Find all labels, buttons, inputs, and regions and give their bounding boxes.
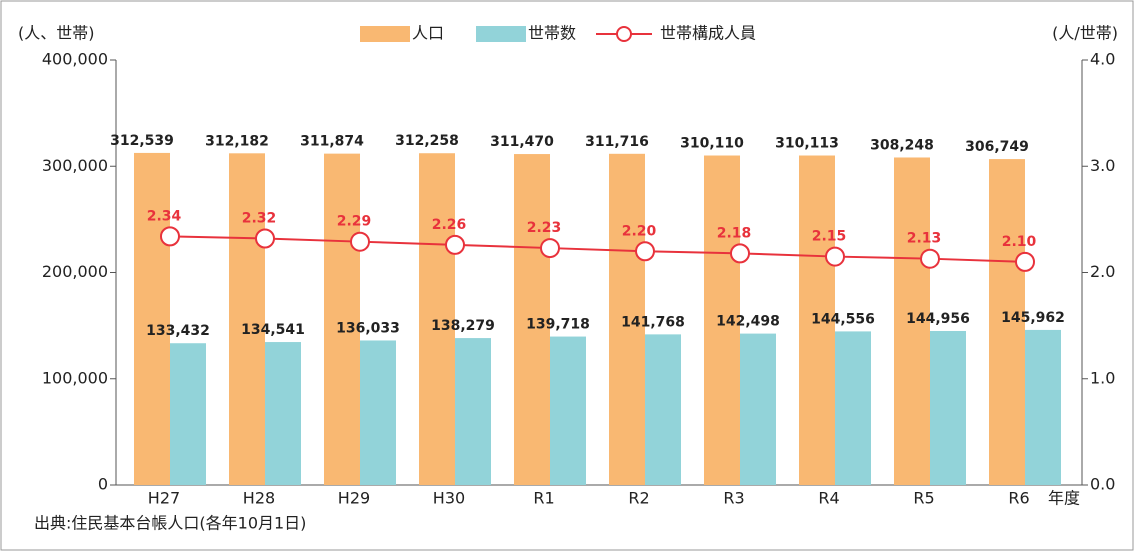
y-tick-label: 0 [98,475,108,494]
line-marker [825,246,845,267]
bar [134,152,170,485]
bar [1025,329,1061,485]
line-marker [1015,251,1035,272]
bar [609,153,645,485]
data-label: 144,556 [811,311,875,327]
line-marker [350,231,370,252]
data-label: 310,113 [775,136,839,152]
data-label: 2.18 [717,225,752,241]
x-tick-label: H27 [148,489,180,508]
data-label: 142,498 [716,314,780,330]
line-marker [730,243,750,264]
data-label: 2.13 [907,231,942,247]
data-label: 134,541 [241,322,305,338]
data-label: 136,033 [336,320,400,336]
data-label: 2.34 [147,208,182,224]
bar [645,334,681,485]
bar [550,336,586,485]
x-axis-label: 年度 [1048,489,1080,508]
y-tick-label: 200,000 [42,262,108,281]
bar [455,338,491,485]
y2-axis-label: (人/世帯) [1052,24,1118,43]
bar [324,153,360,485]
bar [265,342,301,485]
line [169,235,1026,263]
data-label: 310,110 [680,136,744,152]
y2-tick-label: 3.0 [1090,156,1115,175]
data-label: 2.10 [1002,234,1037,250]
data-label: 133,432 [146,323,210,339]
y-axis-label: (人、世帯) [18,24,95,43]
x-tick-label: R2 [628,489,649,508]
bar [514,154,550,486]
bar [835,331,871,485]
source-note: 出典:住民基本台帳人口(各年10月1日) [34,514,306,533]
data-label: 144,956 [906,311,970,327]
data-label: 2.23 [527,220,562,236]
x-tick-label: R6 [1008,489,1029,508]
y2-tick-label: 2.0 [1090,262,1115,281]
line-marker [255,228,275,249]
data-label: 308,248 [870,137,934,153]
data-label: 2.15 [812,229,847,245]
legend-swatch [476,26,526,42]
legend-label: 世帯構成人員 [660,24,756,43]
data-label: 312,182 [205,133,269,149]
x-tick-label: H30 [433,489,465,508]
x-tick-label: R1 [533,489,554,508]
line-marker [540,238,560,259]
bar [360,340,396,485]
data-label: 2.29 [337,214,372,230]
x-tick-label: H28 [243,489,275,508]
data-label: 141,768 [621,314,685,330]
data-label: 138,279 [431,318,495,334]
line-marker [920,248,940,269]
y2-tick-label: 4.0 [1090,50,1115,69]
bar [704,155,740,485]
legend-label: 人口 [412,24,444,43]
y-tick-label: 400,000 [42,50,108,69]
y2-tick-label: 0.0 [1090,475,1115,494]
bar [740,333,776,485]
data-label: 311,716 [585,134,649,150]
x-tick-label: R4 [818,489,839,508]
legend-swatch [360,26,410,42]
bar [419,153,455,485]
data-label: 2.32 [242,211,277,227]
line-marker [160,226,180,247]
data-label: 139,718 [526,317,590,333]
data-label: 311,874 [300,134,364,150]
data-label: 145,962 [1001,310,1065,326]
x-tick-label: R5 [913,489,934,508]
bar [989,159,1025,485]
y-tick-label: 100,000 [42,368,108,387]
data-label: 311,470 [490,134,554,150]
data-label: 2.26 [432,217,467,233]
data-label: 306,749 [965,139,1029,155]
y-tick-label: 300,000 [42,156,108,175]
line-marker [635,241,655,262]
bar [930,330,966,485]
y2-tick-label: 1.0 [1090,368,1115,387]
data-label: 312,539 [110,133,174,149]
bar [170,343,206,485]
bar [799,155,835,485]
bar [229,153,265,485]
data-label: 2.20 [622,223,657,239]
x-tick-label: H29 [338,489,370,508]
x-tick-label: R3 [723,489,744,508]
line-marker [445,234,465,255]
bar [894,157,930,485]
data-label: 312,258 [395,133,459,149]
legend-label: 世帯数 [528,24,576,43]
legend-marker [616,26,632,42]
